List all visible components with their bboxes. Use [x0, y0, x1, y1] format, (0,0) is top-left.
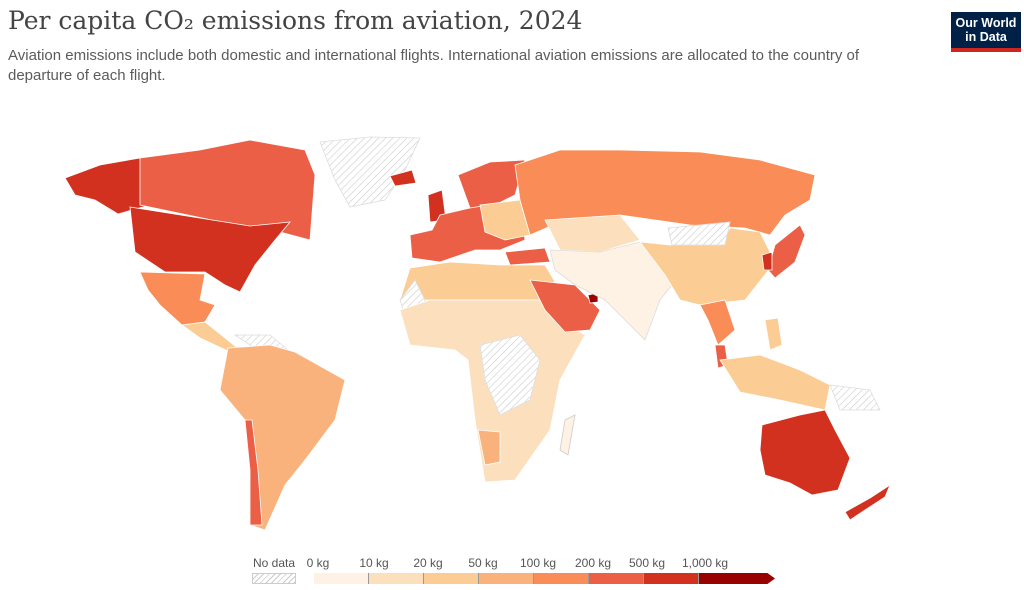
- region-middle-south-asia[interactable]: [549, 241, 681, 341]
- legend-bin[interactable]: [314, 573, 369, 584]
- legend-tick: 0 kg: [306, 556, 330, 570]
- logo-line2: in Data: [965, 30, 1007, 44]
- region-new-zealand[interactable]: [844, 483, 891, 521]
- legend-tick: 50 kg: [468, 556, 498, 570]
- region-australia[interactable]: [759, 409, 851, 496]
- region-korea[interactable]: [761, 251, 773, 271]
- legend-tick: 100 kg: [519, 556, 557, 570]
- region-madagascar[interactable]: [559, 414, 576, 456]
- legend-no-data-swatch[interactable]: [252, 573, 296, 584]
- region-eastern-europe[interactable]: [479, 199, 531, 241]
- legend-tick: 10 kg: [359, 556, 389, 570]
- logo-line1: Our World: [955, 16, 1017, 30]
- legend-tick: 1,000 kg: [681, 556, 729, 570]
- legend-bin[interactable]: [424, 573, 479, 584]
- region-central-africa-nodata[interactable]: [479, 334, 541, 416]
- region-philippines[interactable]: [764, 317, 783, 351]
- legend-tick: 500 kg: [628, 556, 666, 570]
- legend-bin[interactable]: [479, 573, 534, 584]
- region-canada[interactable]: [139, 139, 316, 241]
- region-kazakhstan[interactable]: [544, 214, 641, 253]
- region-turkey[interactable]: [504, 247, 551, 266]
- region-chile[interactable]: [244, 419, 263, 526]
- legend: No data 0 kg 10 kg 20 kg 50 kg 100 kg 20…: [250, 556, 790, 586]
- region-iceland[interactable]: [389, 169, 417, 187]
- region-southeast-asia[interactable]: [699, 299, 736, 346]
- chart-title: Per capita CO₂ emissions from aviation, …: [8, 6, 583, 35]
- legend-bin[interactable]: [644, 573, 699, 584]
- legend-bin[interactable]: [589, 573, 644, 584]
- region-russia[interactable]: [514, 149, 816, 236]
- region-indonesia[interactable]: [719, 354, 831, 411]
- region-alaska[interactable]: [64, 157, 151, 215]
- legend-bin[interactable]: [534, 573, 589, 584]
- world-map: [64, 136, 891, 531]
- region-usa[interactable]: [129, 206, 291, 293]
- legend-no-data-label: No data: [252, 556, 296, 570]
- legend-tick: 200 kg: [574, 556, 612, 570]
- region-mexico[interactable]: [139, 271, 216, 326]
- chart-subtitle: Aviation emissions include both domestic…: [8, 47, 860, 84]
- legend-bin[interactable]: [369, 573, 424, 584]
- region-south-america[interactable]: [219, 344, 346, 531]
- region-southern-africa[interactable]: [477, 429, 501, 466]
- legend-tick: 20 kg: [413, 556, 443, 570]
- region-japan[interactable]: [767, 224, 806, 279]
- region-papua[interactable]: [829, 384, 881, 411]
- owid-logo[interactable]: Our World in Data: [951, 12, 1021, 52]
- region-mongolia[interactable]: [667, 221, 731, 246]
- legend-bin[interactable]: [699, 573, 775, 584]
